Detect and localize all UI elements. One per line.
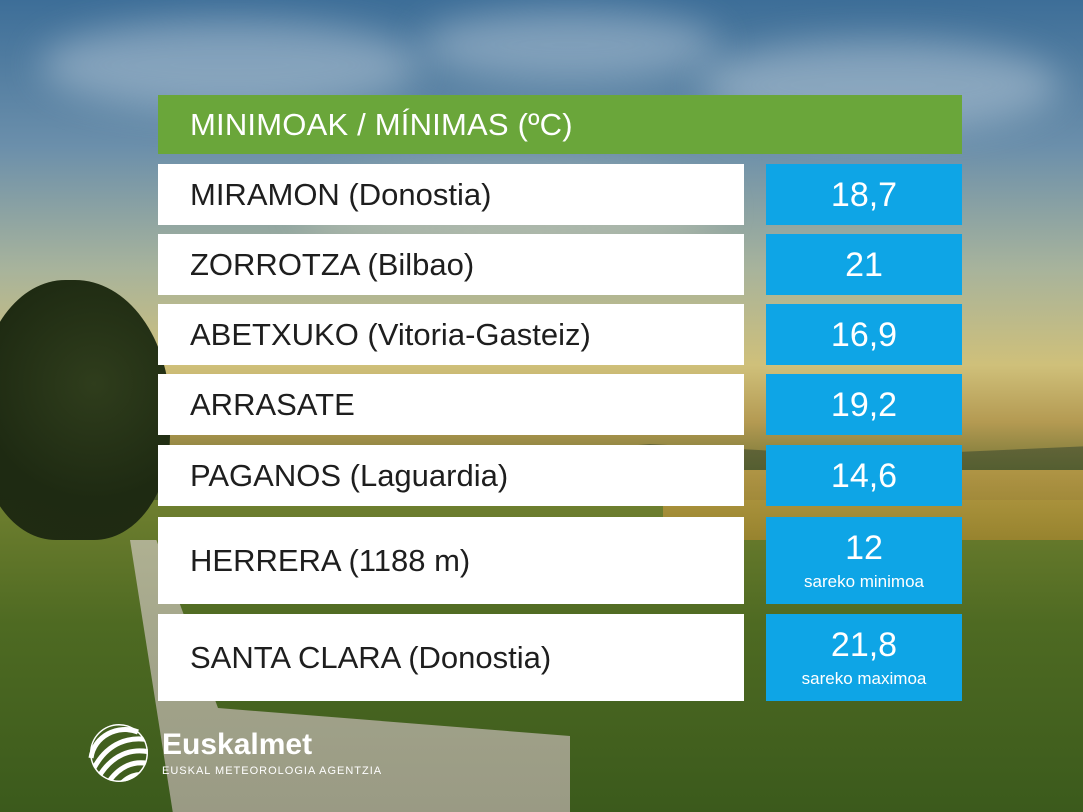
header-bar: MINIMOAK / MÍNIMAS (ºC) bbox=[158, 95, 962, 154]
station-value-santa-clara: 21,8 sareko maximoa bbox=[766, 614, 962, 701]
station-name: SANTA CLARA (Donostia) bbox=[190, 639, 552, 675]
station-name: ARRASATE bbox=[190, 386, 355, 422]
station-label-arrasate: ARRASATE bbox=[158, 374, 744, 435]
station-label-santa-clara: SANTA CLARA (Donostia) bbox=[158, 614, 744, 701]
temperature-value: 16,9 bbox=[830, 315, 898, 354]
station-value-miramon: 18,7 bbox=[766, 164, 962, 225]
station-label-zorrotza: ZORROTZA (Bilbao) bbox=[158, 234, 744, 295]
station-value-paganos: 14,6 bbox=[766, 445, 962, 506]
station-value-zorrotza: 21 bbox=[766, 234, 962, 295]
euskalmet-logo-icon bbox=[88, 724, 148, 782]
station-label-herrera: HERRERA (1188 m) bbox=[158, 517, 744, 604]
temperature-value: 21,8 bbox=[830, 625, 898, 664]
euskalmet-logo: Euskalmet EUSKAL METEOROLOGIA AGENTZIA bbox=[88, 722, 382, 784]
temperature-value: 14,6 bbox=[830, 456, 898, 495]
temperature-value: 19,2 bbox=[830, 385, 898, 424]
logo-subtitle: EUSKAL METEOROLOGIA AGENTZIA bbox=[162, 765, 383, 777]
network-maximum-note: sareko maximoa bbox=[801, 668, 927, 688]
temperature-value: 18,7 bbox=[830, 175, 898, 214]
station-name: ZORROTZA (Bilbao) bbox=[190, 246, 475, 282]
page-title: MINIMOAK / MÍNIMAS (ºC) bbox=[190, 106, 573, 142]
station-label-paganos: PAGANOS (Laguardia) bbox=[158, 445, 744, 506]
station-name: MIRAMON (Donostia) bbox=[190, 176, 492, 212]
station-value-abetxuko: 16,9 bbox=[766, 304, 962, 365]
station-label-miramon: MIRAMON (Donostia) bbox=[158, 164, 744, 225]
station-label-abetxuko: ABETXUKO (Vitoria-Gasteiz) bbox=[158, 304, 744, 365]
temperature-value: 21 bbox=[845, 245, 883, 284]
station-name: PAGANOS (Laguardia) bbox=[190, 457, 509, 493]
station-value-herrera: 12 sareko minimoa bbox=[766, 517, 962, 604]
station-name: ABETXUKO (Vitoria-Gasteiz) bbox=[190, 316, 591, 352]
station-value-arrasate: 19,2 bbox=[766, 374, 962, 435]
network-minimum-note: sareko minimoa bbox=[804, 571, 924, 591]
station-name: HERRERA (1188 m) bbox=[190, 542, 471, 578]
temperature-value: 12 bbox=[845, 528, 883, 567]
logo-name: Euskalmet bbox=[162, 728, 313, 761]
